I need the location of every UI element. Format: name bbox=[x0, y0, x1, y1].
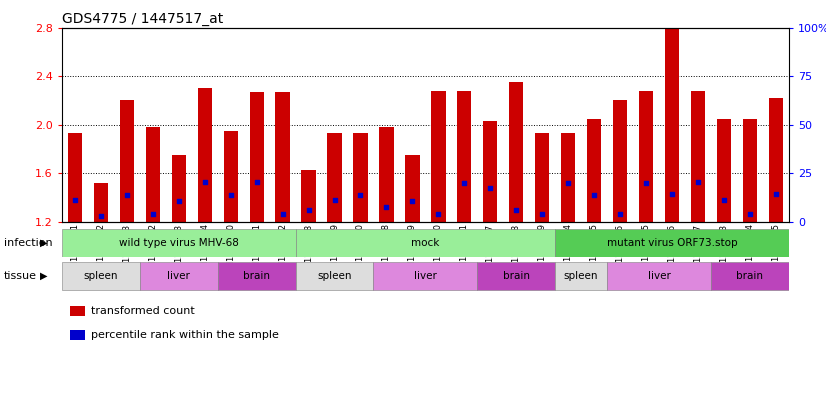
Point bbox=[458, 180, 471, 186]
Text: spleen: spleen bbox=[83, 271, 118, 281]
Point bbox=[562, 180, 575, 186]
Point bbox=[614, 210, 627, 217]
Text: mock: mock bbox=[411, 238, 439, 248]
Text: brain: brain bbox=[243, 271, 270, 281]
Bar bbox=[613, 101, 627, 222]
Bar bbox=[555, 262, 607, 290]
Text: infection: infection bbox=[4, 238, 53, 248]
Bar bbox=[638, 91, 653, 222]
Bar bbox=[354, 133, 368, 222]
Point bbox=[94, 213, 107, 219]
Point bbox=[639, 180, 653, 186]
Point bbox=[432, 210, 445, 217]
Text: tissue: tissue bbox=[4, 271, 37, 281]
Text: transformed count: transformed count bbox=[91, 306, 195, 316]
Text: spleen: spleen bbox=[317, 271, 352, 281]
Point bbox=[198, 179, 211, 185]
Bar bbox=[509, 82, 524, 222]
Text: liver: liver bbox=[648, 271, 671, 281]
Bar bbox=[301, 170, 316, 222]
Text: percentile rank within the sample: percentile rank within the sample bbox=[91, 330, 278, 340]
Bar bbox=[172, 155, 186, 222]
Bar bbox=[691, 91, 705, 222]
Bar bbox=[120, 101, 134, 222]
Bar bbox=[145, 127, 160, 222]
Text: liver: liver bbox=[414, 271, 437, 281]
Bar bbox=[483, 121, 497, 222]
Bar bbox=[379, 127, 393, 222]
Point bbox=[250, 179, 263, 185]
Point bbox=[121, 192, 134, 198]
Bar bbox=[249, 92, 263, 222]
Text: ▶: ▶ bbox=[40, 271, 47, 281]
Point bbox=[354, 192, 367, 198]
Point bbox=[406, 198, 419, 204]
Point bbox=[666, 191, 679, 197]
Bar bbox=[535, 133, 549, 222]
Point bbox=[276, 210, 289, 217]
Text: brain: brain bbox=[737, 271, 763, 281]
Bar bbox=[296, 262, 373, 290]
Bar bbox=[769, 98, 783, 222]
Bar bbox=[587, 119, 601, 222]
Bar bbox=[224, 131, 238, 222]
Bar bbox=[373, 262, 477, 290]
Bar bbox=[555, 229, 789, 257]
Bar bbox=[431, 91, 445, 222]
Point bbox=[146, 210, 159, 217]
Bar bbox=[218, 262, 296, 290]
Bar bbox=[406, 155, 420, 222]
Bar bbox=[607, 262, 711, 290]
Bar bbox=[327, 133, 342, 222]
Point bbox=[328, 197, 341, 203]
Point bbox=[380, 204, 393, 211]
Bar bbox=[140, 262, 218, 290]
Point bbox=[302, 207, 316, 213]
Bar bbox=[62, 229, 296, 257]
Text: spleen: spleen bbox=[564, 271, 598, 281]
Bar bbox=[457, 91, 472, 222]
Bar bbox=[561, 133, 575, 222]
Point bbox=[743, 210, 757, 217]
Point bbox=[172, 198, 185, 204]
Text: mutant virus ORF73.stop: mutant virus ORF73.stop bbox=[607, 238, 738, 248]
Bar bbox=[711, 262, 789, 290]
Text: brain: brain bbox=[503, 271, 529, 281]
Bar bbox=[717, 119, 731, 222]
Point bbox=[691, 179, 705, 185]
Bar bbox=[296, 229, 555, 257]
Point bbox=[535, 210, 548, 217]
Bar bbox=[275, 92, 290, 222]
Bar bbox=[62, 262, 140, 290]
Text: GDS4775 / 1447517_at: GDS4775 / 1447517_at bbox=[62, 13, 223, 26]
Bar bbox=[197, 88, 211, 222]
Point bbox=[510, 207, 523, 213]
Point bbox=[769, 191, 782, 197]
Text: liver: liver bbox=[168, 271, 190, 281]
Point bbox=[587, 192, 601, 198]
Bar bbox=[665, 28, 679, 222]
Point bbox=[484, 185, 497, 191]
Bar bbox=[743, 119, 757, 222]
Point bbox=[69, 197, 82, 203]
Bar bbox=[93, 183, 108, 222]
Point bbox=[717, 197, 730, 203]
Text: ▶: ▶ bbox=[40, 238, 47, 248]
Bar bbox=[68, 133, 82, 222]
Text: wild type virus MHV-68: wild type virus MHV-68 bbox=[119, 238, 239, 248]
Point bbox=[224, 192, 237, 198]
Bar bbox=[477, 262, 555, 290]
